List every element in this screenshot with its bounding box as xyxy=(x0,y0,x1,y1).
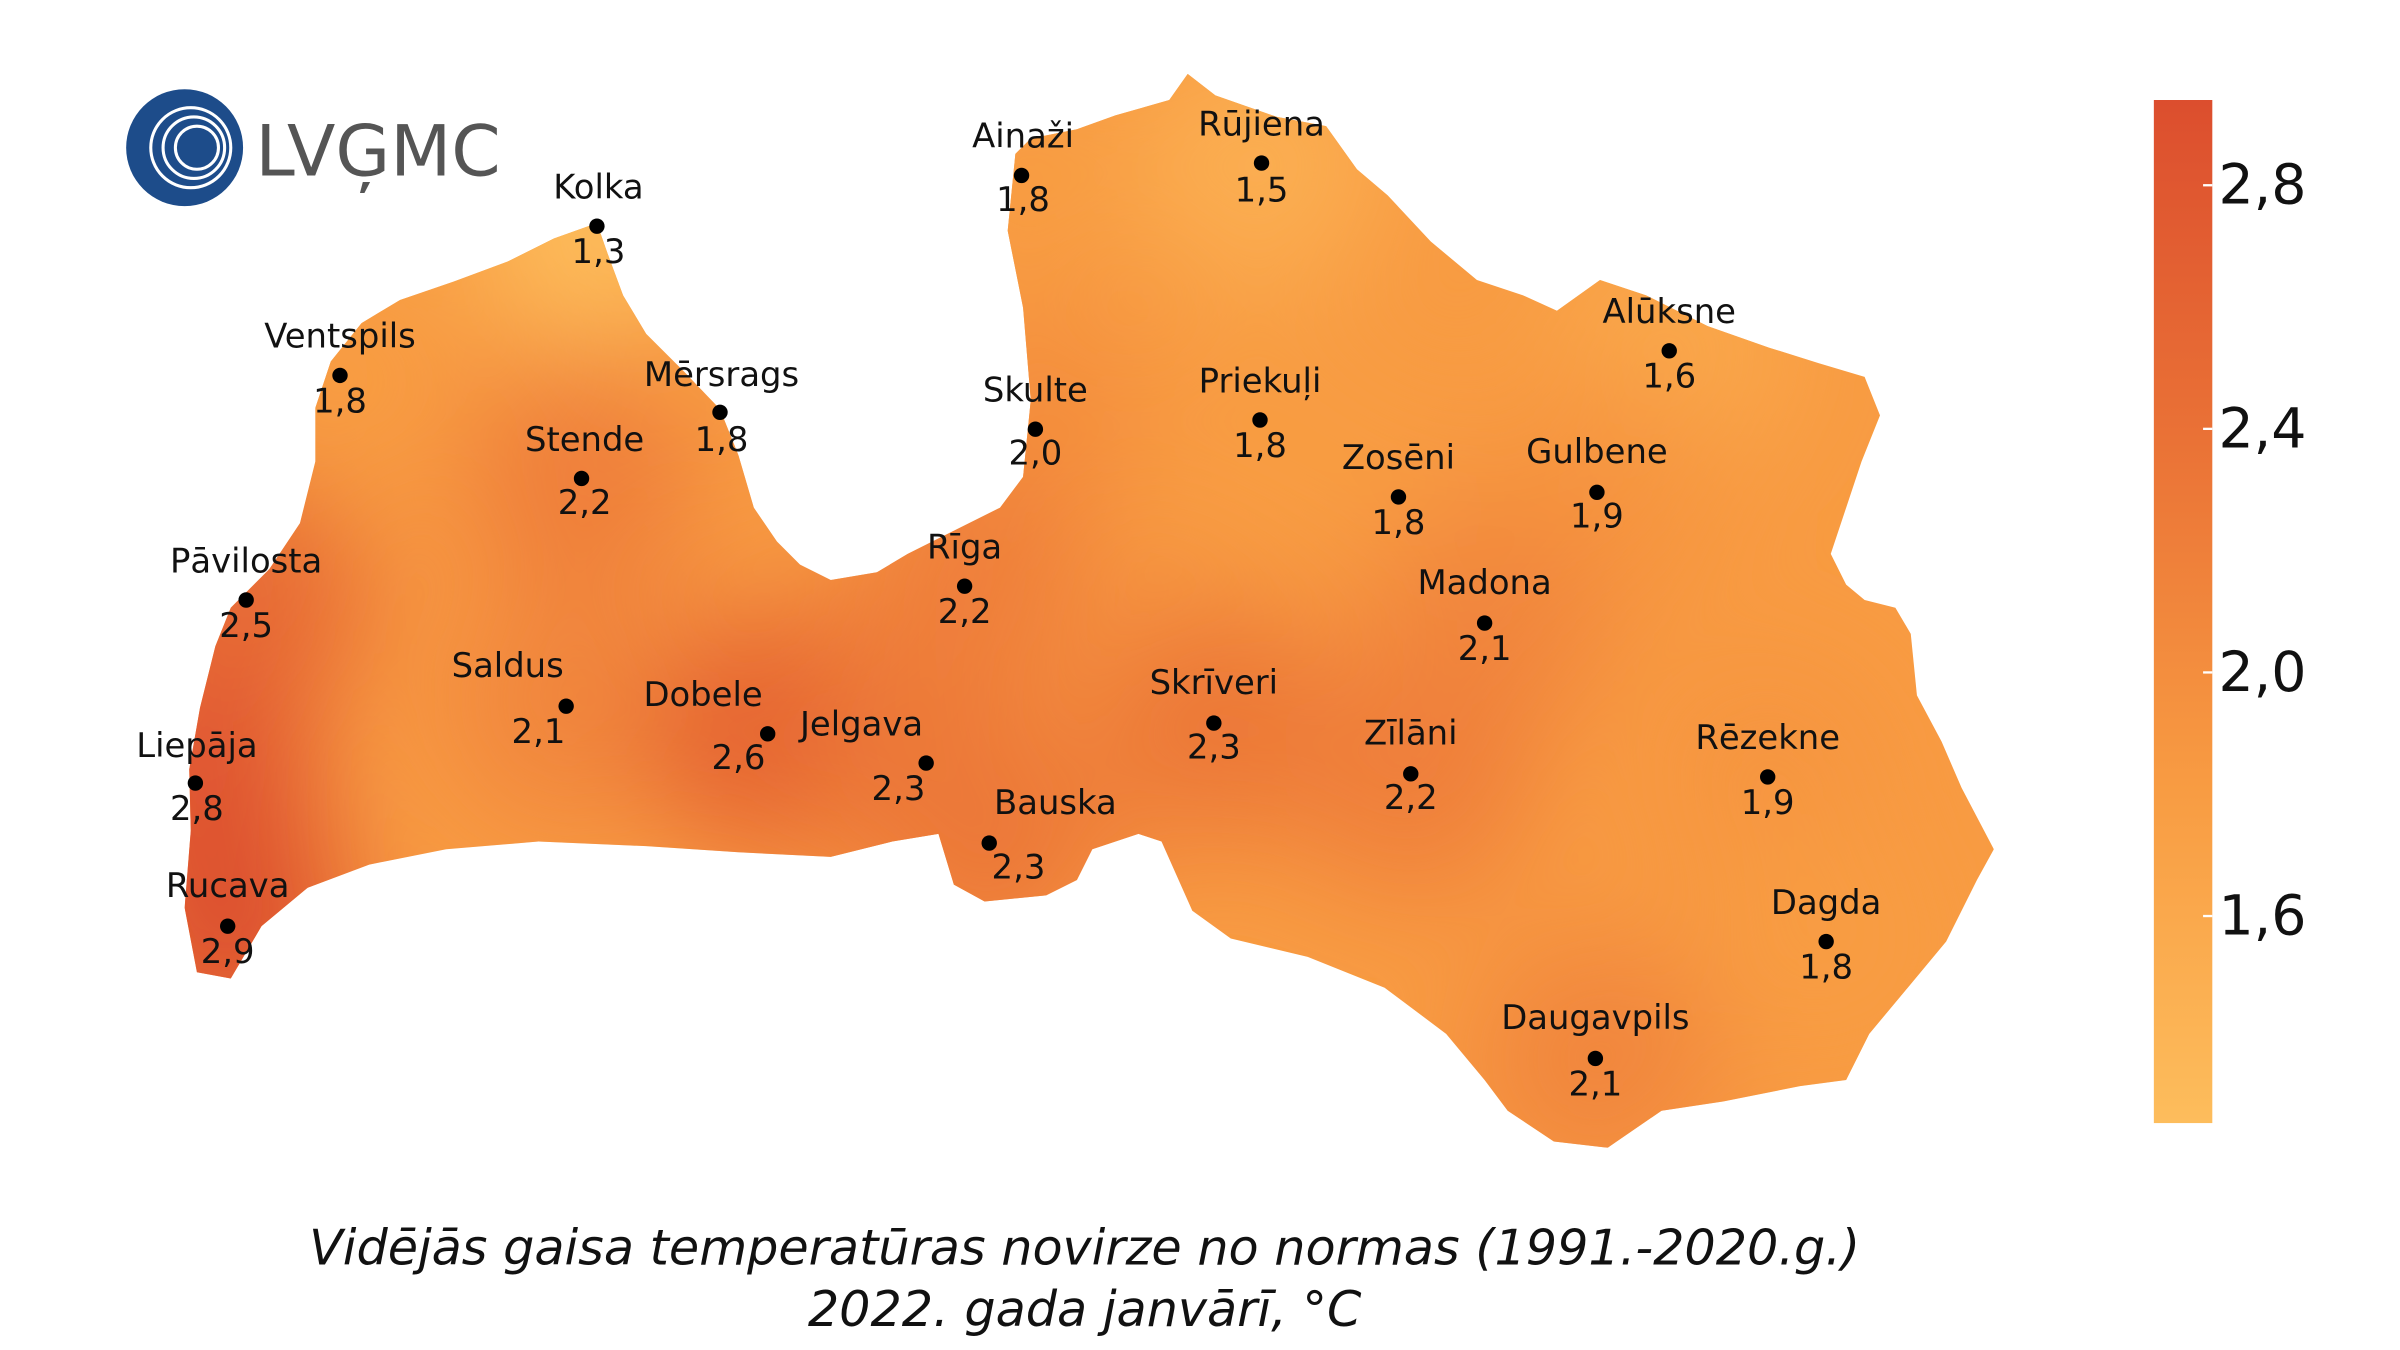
station-value: 2,3 xyxy=(872,769,926,808)
station-dot xyxy=(187,775,204,791)
station-value: 2,5 xyxy=(219,606,273,645)
station-value: 2,9 xyxy=(201,932,255,971)
station-value: 2,8 xyxy=(170,789,224,828)
station-value: 1,8 xyxy=(313,381,367,420)
station-value: 1,8 xyxy=(996,180,1050,219)
station-dot xyxy=(1252,412,1268,428)
station-value: 1,9 xyxy=(1570,497,1624,536)
station-name: Ainaži xyxy=(972,117,1074,156)
station-name: Rīga xyxy=(927,527,1002,566)
caption-line: 2022. gada janvārī, °C xyxy=(808,1280,1362,1338)
station-name: Kolka xyxy=(553,167,643,206)
station-dot xyxy=(1476,615,1493,631)
station-dot xyxy=(956,578,973,594)
colorbar-tick-label: 1,6 xyxy=(2218,884,2306,948)
colorbar xyxy=(2153,100,2213,1124)
station-dot xyxy=(760,726,776,742)
station-dot xyxy=(1760,769,1776,785)
station-value: 1,5 xyxy=(1235,171,1289,210)
station-dot xyxy=(1587,1050,1604,1067)
station-dot xyxy=(918,755,934,771)
station-name: Bauska xyxy=(994,783,1117,822)
station-name: Skrīveri xyxy=(1150,663,1279,702)
station-value: 2,1 xyxy=(512,712,566,751)
station-name: Saldus xyxy=(452,646,564,685)
station-value: 1,8 xyxy=(1233,426,1287,465)
station-name: Dobele xyxy=(643,675,762,714)
station-value: 2,6 xyxy=(712,738,766,777)
station-value: 2,2 xyxy=(938,592,992,631)
logo: LVĢMC xyxy=(126,89,501,207)
station-dot xyxy=(1589,484,1605,500)
station-value: 2,1 xyxy=(1458,629,1512,668)
station-name: Rucava xyxy=(166,866,290,905)
station-value: 2,0 xyxy=(1008,434,1062,473)
station-value: 1,8 xyxy=(1372,503,1426,542)
station-name: Liepāja xyxy=(136,726,257,765)
station-name: Dagda xyxy=(1771,883,1881,922)
station-name: Stende xyxy=(525,420,644,459)
station-value: 1,3 xyxy=(572,232,626,271)
colorbar-ticks: 1,6 2,0 2,4 2,8 xyxy=(2203,154,2307,948)
station-name: Skulte xyxy=(983,371,1088,410)
station-dot xyxy=(558,698,574,714)
station-dot xyxy=(573,470,590,487)
station-value: 2,2 xyxy=(558,483,612,522)
station-dot xyxy=(1206,715,1222,731)
station-name: Priekuļi xyxy=(1199,361,1322,400)
station-value: 1,8 xyxy=(1799,947,1853,986)
colorbar-tick-label: 2,8 xyxy=(2218,154,2306,218)
station-value: 1,6 xyxy=(1642,357,1696,396)
station-dot xyxy=(981,835,997,851)
station-dot xyxy=(220,918,236,934)
logo-text: LVĢMC xyxy=(255,109,500,193)
station-labels: Kolka 1,3 Ventspils 1,8 Mērsrags 1,8 Stende 2,2… xyxy=(136,104,1881,1103)
station-value: 2,3 xyxy=(992,847,1046,886)
station-dot xyxy=(589,218,605,234)
station-value: 2,3 xyxy=(1187,727,1241,766)
station-dot xyxy=(1390,489,1407,505)
colorbar-tick-label: 2,0 xyxy=(2218,641,2306,705)
station-dot xyxy=(1818,933,1834,950)
station-value: 1,8 xyxy=(695,420,749,459)
caption-line: Vidējās gaisa temperatūras novirze no no… xyxy=(309,1219,1860,1277)
station-dot xyxy=(712,404,728,420)
station-name: Rūjiena xyxy=(1198,104,1325,143)
station-name: Jelgava xyxy=(798,704,923,743)
station-dot xyxy=(1403,766,1419,782)
station-dot xyxy=(1013,167,1030,184)
station-value: 2,1 xyxy=(1568,1064,1622,1103)
station-name: Daugavpils xyxy=(1501,998,1689,1037)
station-name: Rēzekne xyxy=(1695,718,1840,757)
station-name: Mērsrags xyxy=(644,355,799,394)
station-name: Gulbene xyxy=(1526,432,1668,471)
station-dot xyxy=(238,592,254,608)
colorbar-tick-label: 2,4 xyxy=(2218,397,2306,461)
station-dot xyxy=(1661,343,1677,359)
station-dot xyxy=(1253,155,1270,171)
station-name: Zīlāni xyxy=(1364,714,1458,753)
station-name: Madona xyxy=(1417,563,1551,602)
station-dot xyxy=(332,367,348,384)
station-name: Zosēni xyxy=(1342,438,1455,477)
station-name: Ventspils xyxy=(264,317,416,356)
station-name: Pāvilosta xyxy=(170,541,322,580)
station-name: Alūksne xyxy=(1603,292,1736,331)
station-value: 2,2 xyxy=(1384,778,1438,817)
station-value: 1,9 xyxy=(1741,783,1795,822)
station-dot xyxy=(1027,421,1044,437)
